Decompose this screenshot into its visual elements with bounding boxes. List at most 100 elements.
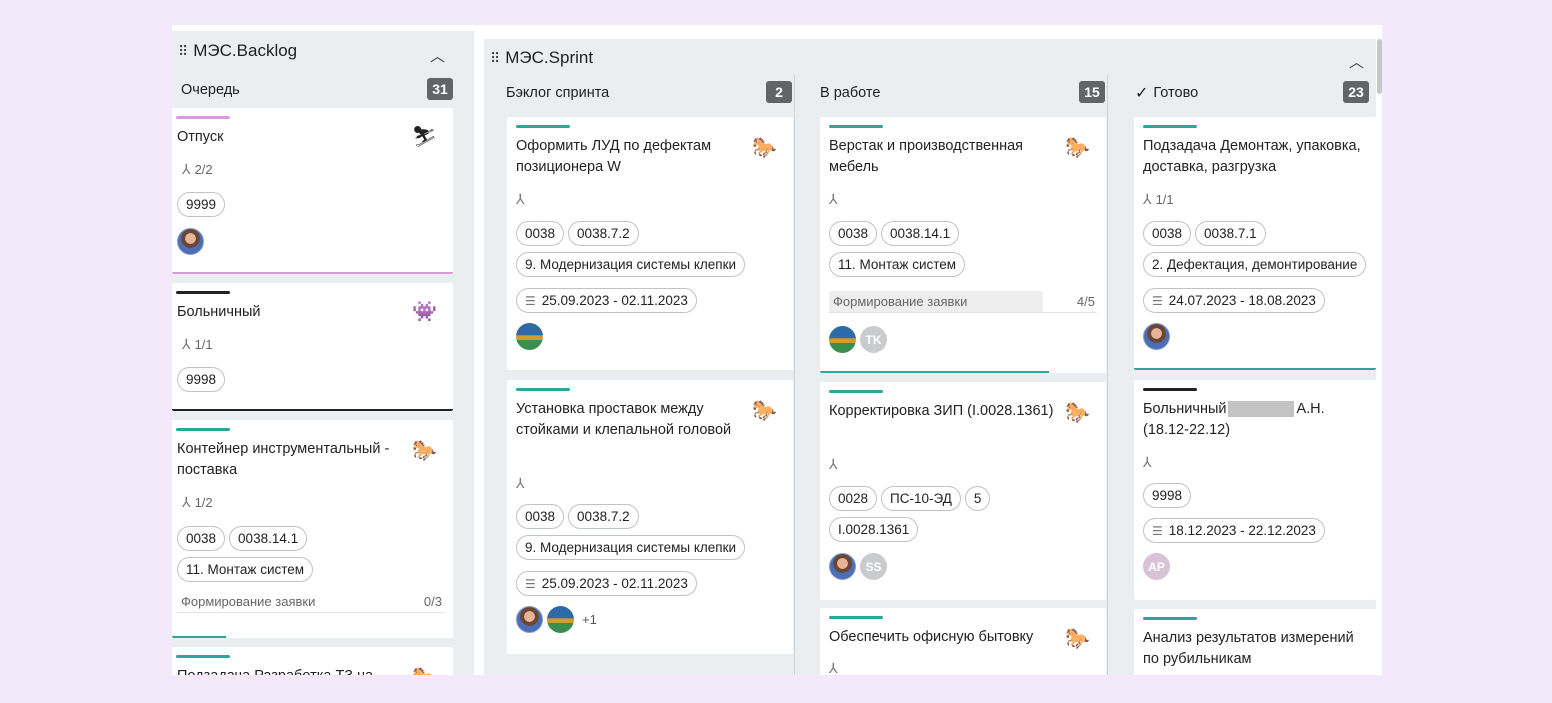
tag[interactable]: 9998 [1143,483,1192,508]
column-name: Очередь [181,82,240,98]
checklist-label: Формирование заявки [181,594,316,609]
tag[interactable]: I.0028.1361 [829,517,919,542]
drag-handle-icon[interactable]: ⠿ [490,49,500,66]
collapse-backlog-icon[interactable]: ︿ [430,48,446,65]
card-analysis[interactable]: Анализ результатов измерений по рубильни… [1134,609,1376,675]
subtasks-icon: ⅄ [182,494,191,510]
date-range-chip[interactable]: ☰ 24.07.2023 - 18.08.2023 [1143,288,1325,313]
card-color-bar [176,655,230,658]
column-header-queue: Очередь 31 [181,78,453,102]
checklist-progress[interactable]: Формирование заявки 0/3 [177,591,444,613]
tag[interactable]: 11. Монтаж систем [177,557,314,582]
card-color-bar [829,390,883,393]
avatar[interactable] [516,323,543,350]
avatar[interactable] [547,606,574,633]
column-count-badge: 15 [1079,81,1105,103]
avatar[interactable] [516,606,543,633]
collapse-sprint-icon[interactable]: ︿ [1348,54,1364,71]
subtasks-icon: ⅄ [516,475,525,491]
tag[interactable]: 5 [964,486,991,511]
column-header-in-progress: В работе 15 [820,81,1105,105]
card-title: Больничный [177,304,261,320]
tag[interactable]: 9998 [177,367,226,392]
horse-icon: 🐎 [412,440,437,462]
tag[interactable]: 0038 [177,526,226,551]
card-title: Подзадача Демонтаж, упаковка, доставка, … [1143,138,1361,175]
tag[interactable]: 11. Монтаж систем [829,252,966,277]
card-title: Верстак и производственная мебель [829,138,1023,175]
tag-list: 0038 0038.14.1 [829,221,960,246]
tag[interactable]: 0028 [829,486,878,511]
lines-icon: ☰ [525,576,536,591]
card-sick-leave-done[interactable]: Больничный А.Н. (18.12-22.12) ⅄ 9998 ☰ 18.… [1134,380,1376,600]
assignees: SS [829,553,887,580]
check-icon: ✓ [1135,85,1149,102]
card-color-bar [516,125,570,128]
sprint-board-title: МЭС.Sprint [505,48,594,67]
subtasks-icon: ⅄ [829,191,838,207]
card-subtask-tz[interactable]: Подзадача Разработка ТЗ на 🐎 [172,647,453,675]
card-sick-leave[interactable]: Больничный 👾 ⅄ 1/1 9998 [172,283,453,411]
avatar[interactable] [177,228,204,255]
avatar-initials[interactable]: TK [860,326,887,353]
tag-list: 9. Модернизация системы клепки [516,535,746,560]
subtasks-indicator: ⅄ [1143,454,1152,471]
tag[interactable]: 0038.14.1 [881,221,960,246]
card-dismantling[interactable]: Подзадача Демонтаж, упаковка, доставка, … [1134,117,1376,370]
backlog-board-title: МЭС.Backlog [193,41,298,60]
avatar[interactable] [829,553,856,580]
checklist-progress[interactable]: Формирование заявки 4/5 [829,291,1097,313]
card-bottom-line [172,409,453,411]
subtasks-indicator: ⅄ 1/2 [182,494,213,511]
horse-icon: 🐎 [412,665,437,675]
sprint-board: ⠿ МЭС.Sprint ︿ Бэклог спринта 2 Оформить… [484,39,1376,675]
card-vacation[interactable]: Отпуск ⛷ ⅄ 2/2 9999 [172,108,453,274]
tag[interactable]: 9. Модернизация системы клепки [516,535,746,560]
tag[interactable]: 0038 [516,221,565,246]
card-workbench[interactable]: Верстак и производственная мебель 🐎 ⅄ 00… [820,117,1106,373]
tag[interactable]: 0038 [1143,221,1192,246]
card-lud-defects[interactable]: Оформить ЛУД по дефектам позиционера W 🐎… [507,117,793,370]
more-assignees[interactable]: +1 [582,612,597,627]
date-text: 25.09.2023 - 02.11.2023 [541,293,688,308]
column-header-done: ✓ Готово 23 [1135,81,1369,105]
tag[interactable]: 0038.7.2 [568,504,639,529]
card-tool-container[interactable]: Контейнер инструментальный - поставка 🐎 … [172,420,453,638]
tag[interactable]: 0038 [829,221,878,246]
card-spacers[interactable]: Установка проставок между стойками и кле… [507,380,793,654]
redacted-block [1228,401,1295,418]
card-office-cabin[interactable]: Обеспечить офисную бытовку 🐎 ⅄ [820,608,1106,675]
tag[interactable]: 0038.14.1 [229,526,308,551]
date-range-chip[interactable]: ☰ 18.12.2023 - 22.12.2023 [1143,518,1325,543]
card-title: Контейнер инструментальный - поставка [177,441,390,478]
tag[interactable]: 2. Дефектация, демонтирование [1143,252,1367,277]
assignees [1143,323,1170,350]
tag-list: 11. Монтаж систем [177,557,314,582]
checklist-count: 4/5 [1076,294,1095,309]
drag-handle-icon[interactable]: ⠿ [178,42,188,59]
date-range-chip[interactable]: ☰ 25.09.2023 - 02.11.2023 [516,288,697,313]
avatar[interactable] [829,326,856,353]
tag[interactable]: 0038.7.2 [568,221,639,246]
tag[interactable]: 9. Модернизация системы клепки [516,252,746,277]
card-title: Анализ результатов измерений по рубильни… [1143,630,1354,667]
skier-icon: ⛷ [411,126,437,148]
vertical-scrollbar[interactable] [1377,39,1382,94]
tag[interactable]: 0038 [516,504,565,529]
column-count-badge: 2 [766,81,792,103]
card-color-bar [176,116,230,119]
tag[interactable]: 0038.7.1 [1195,221,1266,246]
date-range-chip[interactable]: ☰ 25.09.2023 - 02.11.2023 [516,571,697,596]
tag-list: 0038 0038.7.2 [516,221,639,246]
avatar-initials[interactable]: SS [860,553,887,580]
subtasks-icon: ⅄ [829,456,838,472]
card-title: Обеспечить офисную бытовку [829,629,1034,645]
avatar[interactable] [1143,323,1170,350]
card-title-part: Больничный [1143,401,1227,417]
subtasks-count: 1/1 [194,337,213,352]
avatar-initials[interactable]: AP [1143,553,1170,580]
backlog-board-header: ⠿ МЭС.Backlog [178,41,297,61]
tag[interactable]: ПС-10-ЭД [881,486,961,511]
tag[interactable]: 9999 [177,192,226,217]
card-zip-correction[interactable]: Корректировка ЗИП (I.0028.1361) 🐎 ⅄ 0028… [820,382,1106,600]
